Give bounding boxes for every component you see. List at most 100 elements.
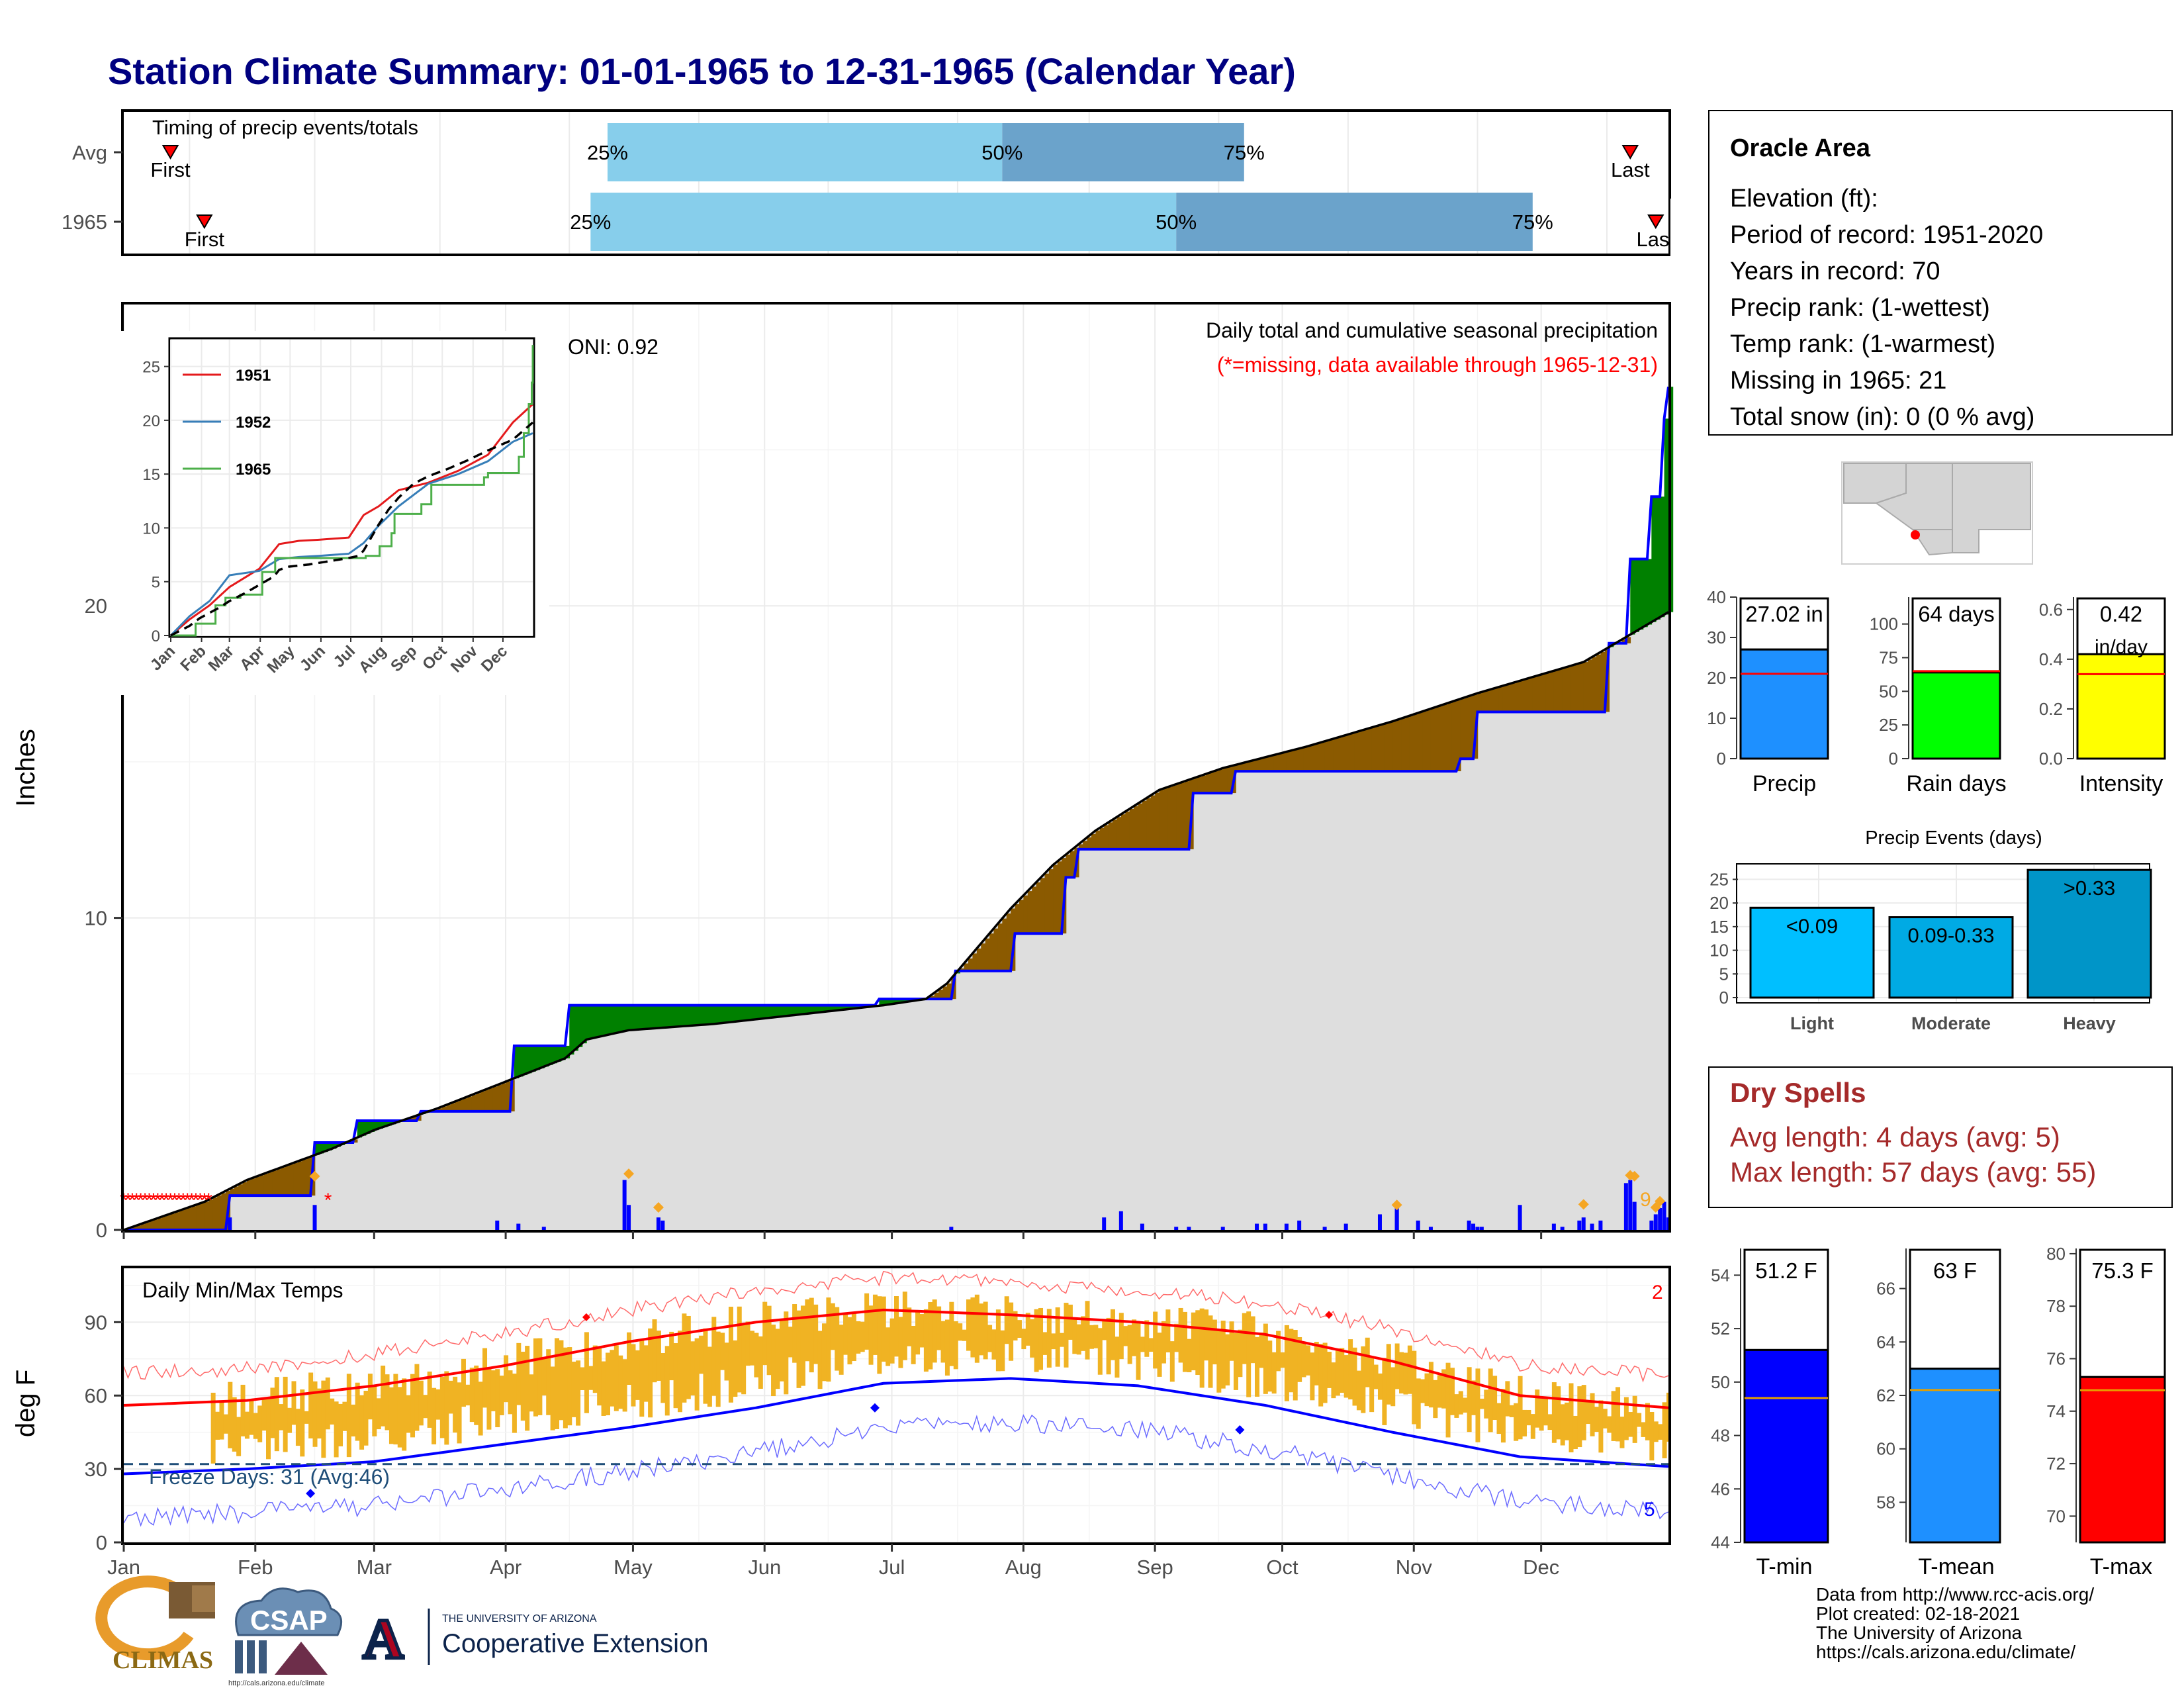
above-avg-fill xyxy=(543,1045,549,1067)
mini-bar-tick-label: 50 xyxy=(1879,681,1898,701)
daily-precip-bar xyxy=(1118,1211,1123,1230)
daily-temp-bar xyxy=(817,1331,823,1389)
below-avg-fill xyxy=(1511,683,1516,712)
above-avg-fill xyxy=(837,1005,842,1011)
daily-temp-bar xyxy=(432,1387,437,1444)
daily-precip-bar xyxy=(1662,1201,1666,1230)
mini-bar-label: Precip xyxy=(1752,771,1816,796)
daily-temp-bar xyxy=(1611,1391,1616,1441)
daily-temp-bar xyxy=(584,1332,589,1413)
daily-temp-bar xyxy=(1407,1345,1412,1394)
below-avg-fill xyxy=(149,1221,154,1230)
daily-temp-bar xyxy=(1216,1329,1222,1393)
month-tick-label: Apr xyxy=(490,1556,522,1579)
above-avg-fill xyxy=(552,1045,557,1064)
below-avg-fill xyxy=(1078,844,1083,849)
daily-temp-bar xyxy=(762,1301,768,1366)
above-avg-fill xyxy=(701,1005,706,1025)
daily-temp-bar xyxy=(677,1331,682,1413)
daily-temp-bar xyxy=(864,1293,870,1350)
daily-temp-bar xyxy=(1602,1409,1608,1429)
daily-temp-bar xyxy=(1115,1336,1120,1378)
above-avg-fill xyxy=(607,1005,613,1035)
below-avg-fill xyxy=(1252,760,1257,772)
below-avg-fill xyxy=(1134,806,1139,849)
daily-temp-bar xyxy=(244,1411,250,1439)
above-avg-fill xyxy=(823,1005,829,1012)
daily-temp-bar xyxy=(253,1413,258,1439)
mini-bar-box xyxy=(1739,597,1829,651)
mini-bar-value-label: 64 days xyxy=(1918,602,1995,626)
below-avg-fill xyxy=(981,943,986,971)
events-bar xyxy=(2026,868,2152,999)
daily-temp-bar xyxy=(1454,1394,1459,1418)
heavy-count-label: 9 xyxy=(1640,1189,1651,1211)
heavy-event-marker xyxy=(1655,1196,1666,1207)
daily-precip-bar xyxy=(1632,1201,1637,1230)
daily-temp-bar xyxy=(529,1374,534,1412)
below-avg-fill xyxy=(1265,757,1271,772)
below-avg-fill xyxy=(1414,714,1419,772)
below-avg-fill xyxy=(1435,707,1440,772)
below-avg-fill xyxy=(1218,769,1224,794)
daily-temp-bar xyxy=(1496,1403,1502,1434)
above-avg-fill xyxy=(637,1005,643,1030)
svg-text:CSAP: CSAP xyxy=(250,1605,328,1636)
daily-temp-bar xyxy=(508,1370,513,1415)
daily-temp-bar xyxy=(559,1340,564,1421)
daily-temp-bar xyxy=(601,1361,606,1416)
station-location-marker xyxy=(1911,530,1920,539)
daily-temp-bar xyxy=(652,1319,657,1383)
daily-temp-bar xyxy=(427,1371,432,1428)
below-avg-fill xyxy=(492,1086,498,1111)
below-avg-fill xyxy=(1345,735,1351,772)
timing-p75-label: 75% xyxy=(1512,211,1553,234)
timing-clip xyxy=(1670,199,1704,258)
above-avg-fill xyxy=(726,1005,731,1023)
month-tick-label: Jan xyxy=(107,1556,140,1579)
below-avg-fill xyxy=(238,1184,244,1196)
temp-bar-tick-label: 50 xyxy=(1711,1372,1730,1392)
below-avg-fill xyxy=(1240,763,1245,772)
daily-temp-bar xyxy=(1297,1336,1302,1382)
daily-temp-bar xyxy=(1038,1307,1044,1370)
inset-series-line xyxy=(169,432,533,637)
heavy-event-marker xyxy=(1391,1199,1402,1211)
below-avg-fill xyxy=(1312,745,1317,772)
station-info-line: Total snow (in): 0 (0 % avg) xyxy=(1730,403,2034,431)
events-bar-label: <0.09 xyxy=(1786,914,1838,937)
below-avg-fill xyxy=(221,1193,226,1230)
below-avg-fill xyxy=(1180,782,1185,849)
below-avg-fill xyxy=(976,948,982,971)
below-avg-fill xyxy=(187,1207,193,1230)
daily-temp-bar xyxy=(1055,1307,1060,1367)
below-avg-fill xyxy=(1498,686,1504,712)
daily-temp-bar xyxy=(1623,1397,1629,1440)
below-avg-fill xyxy=(1358,731,1364,772)
daily-temp-bar xyxy=(1030,1319,1035,1358)
below-avg-fill xyxy=(412,1117,418,1121)
daily-precip-bar xyxy=(1577,1220,1582,1230)
mini-bar-tick-label: 0 xyxy=(1717,749,1726,769)
below-avg-fill xyxy=(1439,706,1444,772)
daily-temp-bar xyxy=(1514,1403,1519,1441)
below-avg-fill xyxy=(1291,750,1296,772)
above-avg-fill xyxy=(841,1005,846,1010)
timing-bar-q25-q50 xyxy=(607,123,1003,181)
missing-marker: * xyxy=(158,1190,166,1211)
above-avg-fill xyxy=(675,1005,680,1027)
above-avg-fill xyxy=(1660,496,1665,618)
below-avg-fill xyxy=(972,953,978,971)
daily-temp-bar xyxy=(215,1411,220,1440)
below-avg-fill xyxy=(471,1095,477,1111)
daily-precip-bar xyxy=(1649,1220,1654,1230)
mini-bar-value-unit: in/day xyxy=(2095,636,2148,658)
avg-max-temp-line xyxy=(123,1308,1669,1409)
above-avg-fill xyxy=(773,1005,778,1017)
mini-bar-value-label: 27.02 in xyxy=(1745,602,1823,626)
below-avg-fill xyxy=(289,1164,295,1196)
daily-temp-bar xyxy=(435,1389,441,1420)
daily-temp-bar xyxy=(995,1309,1001,1372)
daily-temp-bar xyxy=(851,1311,856,1362)
daily-temp-bar xyxy=(1352,1347,1357,1406)
